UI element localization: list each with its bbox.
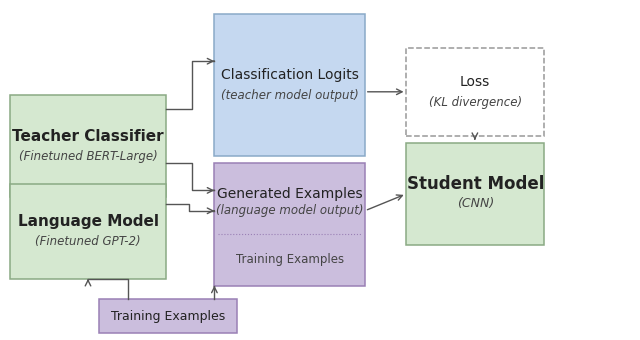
FancyBboxPatch shape xyxy=(214,163,365,286)
Text: Training Examples: Training Examples xyxy=(111,310,225,323)
Text: Generated Examples: Generated Examples xyxy=(217,187,362,201)
Text: Student Model: Student Model xyxy=(406,175,544,193)
Text: Language Model: Language Model xyxy=(17,214,159,229)
Text: Loss: Loss xyxy=(460,75,490,89)
Text: (KL divergence): (KL divergence) xyxy=(429,96,522,108)
Text: (language model output): (language model output) xyxy=(216,204,364,217)
Text: (Finetuned GPT-2): (Finetuned GPT-2) xyxy=(35,235,141,248)
FancyBboxPatch shape xyxy=(10,184,166,279)
Text: (CNN): (CNN) xyxy=(456,198,494,210)
Text: Teacher Classifier: Teacher Classifier xyxy=(12,129,164,144)
Text: (teacher model output): (teacher model output) xyxy=(221,89,358,102)
Text: Classification Logits: Classification Logits xyxy=(221,68,358,83)
FancyBboxPatch shape xyxy=(10,95,166,197)
Text: Training Examples: Training Examples xyxy=(236,253,344,267)
Text: (Finetuned BERT-Large): (Finetuned BERT-Large) xyxy=(19,150,157,163)
FancyBboxPatch shape xyxy=(214,14,365,156)
FancyBboxPatch shape xyxy=(406,143,544,245)
FancyBboxPatch shape xyxy=(406,48,544,136)
FancyBboxPatch shape xyxy=(99,299,237,333)
